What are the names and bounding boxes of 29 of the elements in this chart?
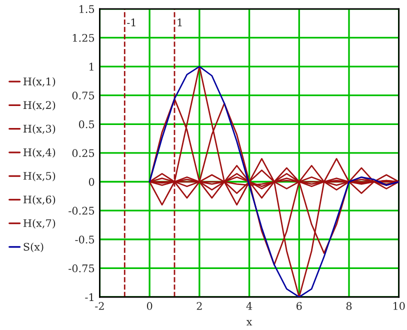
legend-label: H(x,7): [23, 219, 56, 229]
legend-label: S(x): [24, 242, 44, 252]
x-axis-title: x: [246, 320, 252, 326]
legend-label: H(x,1): [23, 77, 56, 87]
x-tick-label: 0: [146, 302, 152, 310]
ref-line-label: -1: [127, 18, 136, 26]
x-tick-label: 10: [394, 302, 405, 310]
y-tick-label: -0.5: [75, 236, 94, 244]
x-tick-label: 8: [346, 302, 352, 310]
y-tick-label: -0.75: [68, 264, 94, 272]
y-tick-label: 1.25: [72, 34, 94, 42]
legend-label: H(x,3): [23, 124, 56, 134]
x-tick-label: 2: [196, 302, 202, 310]
y-tick-label: -0.25: [68, 206, 94, 215]
legend-label: H(x,5): [23, 172, 56, 182]
legend-label: H(x,6): [23, 195, 56, 205]
x-tick-label: 4: [246, 302, 252, 310]
legend-label: H(x,4): [23, 148, 56, 158]
y-tick-label: 1: [89, 62, 94, 70]
y-tick-label: 0.25: [72, 149, 94, 158]
y-tick-label: 0.75: [72, 92, 94, 100]
y-tick-label: 1.5: [80, 5, 94, 14]
ref-line-label: 1: [178, 18, 182, 26]
y-tick-label: 0.5: [78, 120, 94, 128]
x-tick-label: -2: [95, 302, 104, 310]
y-tick-label: -1: [85, 293, 94, 301]
legend-label: H(x,2): [23, 100, 56, 110]
y-tick-label: 0: [88, 178, 94, 186]
x-tick-label: 6: [296, 302, 302, 310]
